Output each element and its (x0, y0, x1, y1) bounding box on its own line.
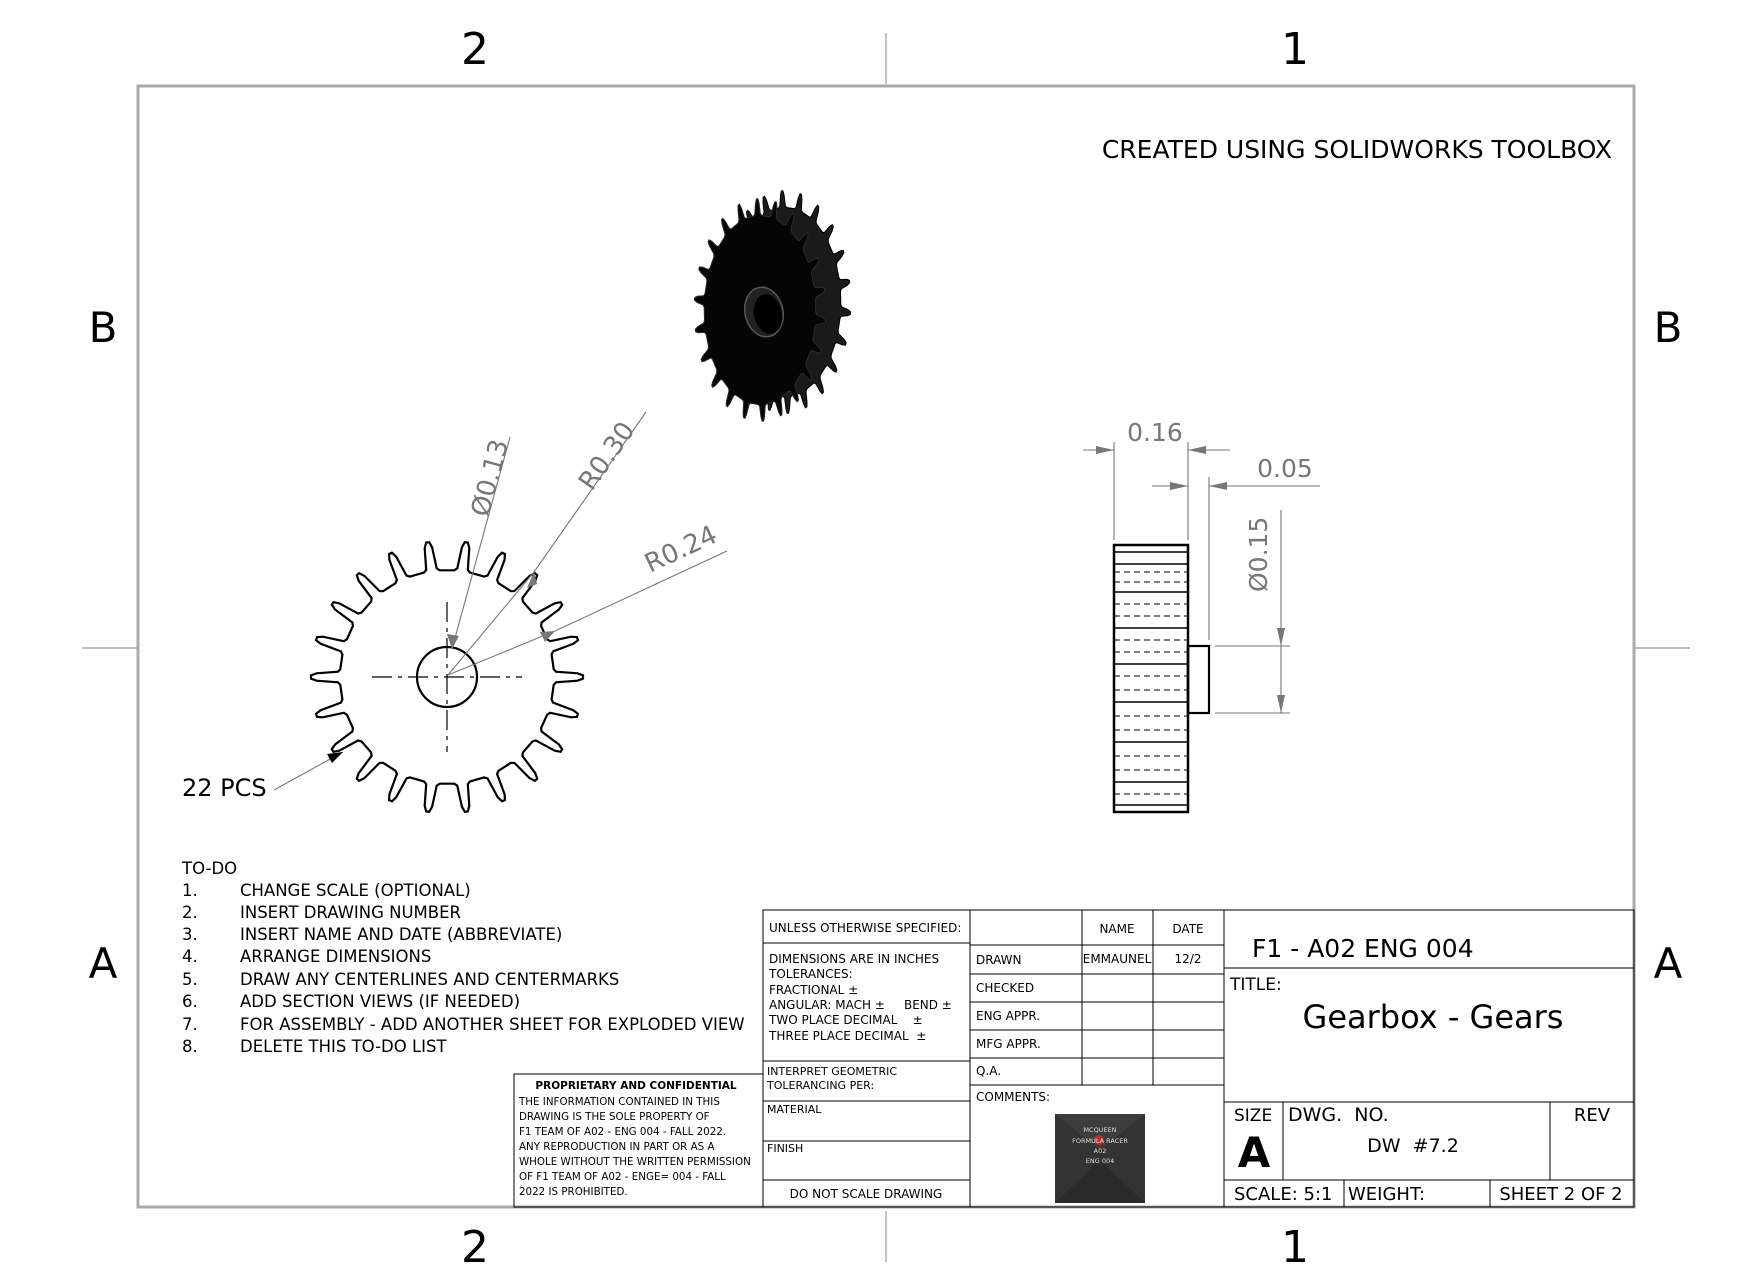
todo-text-8: DELETE THIS TO-DO LIST (240, 1037, 448, 1056)
dim-bore-diameter: Ø0.13 (466, 436, 515, 519)
dim-gear-width: 0.16 (1127, 418, 1183, 447)
tolerance-line: TWO PLACE DECIMAL ± (768, 1013, 923, 1027)
todo-num-5: 5. (182, 970, 198, 989)
isometric-gear-view (693, 190, 852, 422)
todo-text-3: INSERT NAME AND DATE (ABBREVIATE) (240, 925, 562, 944)
zone-label-right-a: A (1654, 939, 1683, 988)
todo-list: TO-DO 1. CHANGE SCALE (OPTIONAL) 2. INSE… (181, 859, 745, 1056)
approval-label-qa: Q.A. (976, 1064, 1001, 1078)
interpret-label: INTERPRET GEOMETRIC (767, 1065, 897, 1078)
zone-label-bottom-2: 2 (461, 1222, 489, 1273)
proprietary-line: ANY REPRODUCTION IN PART OR AS A (519, 1141, 715, 1153)
sheet-text: SHEET 2 OF 2 (1499, 1184, 1622, 1205)
approval-label-drawn: DRAWN (976, 953, 1022, 967)
todo-text-5: DRAW ANY CENTERLINES AND CENTERMARKS (240, 970, 619, 989)
finish-label: FINISH (767, 1142, 803, 1155)
company-name: F1 - A02 ENG 004 (1252, 934, 1474, 963)
dim-hub-length: 0.05 (1257, 454, 1313, 483)
size-label: SIZE (1234, 1106, 1272, 1126)
proprietary-line: WHOLE WITHOUT THE WRITTEN PERMISSION (519, 1156, 751, 1168)
proprietary-title: PROPRIETARY AND CONFIDENTIAL (535, 1080, 736, 1092)
todo-num-8: 8. (182, 1037, 198, 1056)
todo-text-2: INSERT DRAWING NUMBER (240, 903, 461, 922)
interpret-label: TOLERANCING PER: (766, 1079, 874, 1092)
tolerance-line: DIMENSIONS ARE IN INCHES (769, 952, 939, 966)
logo-text: A02 (1094, 1147, 1107, 1155)
material-label: MATERIAL (767, 1103, 822, 1116)
side-gear-view (1112, 543, 1211, 814)
proprietary-line: DRAWING IS THE SOLE PROPERTY OF (519, 1111, 710, 1123)
zone-label-top-2: 2 (461, 24, 489, 75)
size-value: A (1238, 1128, 1271, 1177)
todo-title: TO-DO (181, 859, 237, 878)
approvals-col-date: DATE (1172, 922, 1203, 936)
todo-num-4: 4. (182, 947, 198, 966)
tolerance-block (762, 909, 971, 1208)
proprietary-line: OF F1 TEAM OF A02 - ENGE= 004 - FALL (519, 1171, 726, 1183)
front-gear-view (309, 541, 585, 813)
drawing-title: Gearbox - Gears (1303, 998, 1564, 1036)
todo-num-2: 2. (182, 903, 198, 922)
approval-label-checked: CHECKED (976, 981, 1034, 995)
zone-label-left-b: B (89, 303, 118, 352)
proprietary-line: THE INFORMATION CONTAINED IN THIS (518, 1096, 720, 1108)
todo-num-7: 7. (182, 1015, 198, 1034)
todo-num-6: 6. (182, 992, 198, 1011)
tolerance-line: ANGULAR: MACH ± BEND ± (769, 998, 952, 1012)
rev-label: REV (1574, 1105, 1611, 1126)
team-logo: MCQUEEN FORMULA RACER A02 ENG 004 (1055, 1114, 1145, 1203)
todo-text-7: FOR ASSEMBLY - ADD ANOTHER SHEET FOR EXP… (240, 1015, 745, 1034)
dim-hub-diameter: Ø0.15 (1244, 517, 1273, 592)
dwg-no-label: DWG. NO. (1288, 1104, 1389, 1126)
logo-text: ENG 004 (1086, 1157, 1114, 1165)
title-block (1223, 909, 1635, 1208)
todo-text-4: ARRANGE DIMENSIONS (240, 947, 431, 966)
todo-text-1: CHANGE SCALE (OPTIONAL) (240, 881, 471, 900)
zone-label-left-a: A (89, 939, 118, 988)
approval-label-eng: ENG APPR. (976, 1009, 1040, 1023)
proprietary-line: F1 TEAM OF A02 - ENG 004 - FALL 2022. (519, 1126, 726, 1138)
todo-num-1: 1. (182, 881, 198, 900)
logo-text: FORMULA RACER (1072, 1137, 1128, 1145)
approval-name-drawn: EMMAUNEL (1083, 952, 1152, 966)
tolerance-line: THREE PLACE DECIMAL ± (768, 1029, 926, 1043)
header-note: CREATED USING SOLIDWORKS TOOLBOX (1102, 135, 1612, 164)
zone-label-bottom-1: 1 (1281, 1222, 1309, 1273)
scale-text: SCALE: 5:1 (1234, 1184, 1332, 1205)
todo-text-6: ADD SECTION VIEWS (IF NEEDED) (240, 992, 520, 1011)
tolerance-line: TOLERANCES: (768, 967, 853, 981)
proprietary-box: PROPRIETARY AND CONFIDENTIAL THE INFORMA… (513, 1073, 764, 1208)
no-scale-note: DO NOT SCALE DRAWING (790, 1187, 943, 1201)
front-view-dimensions (273, 411, 728, 791)
logo-text: MCQUEEN (1083, 1126, 1116, 1134)
comments-label: COMMENTS: (976, 1090, 1050, 1104)
dwg-no-value: DW #7.2 (1367, 1135, 1459, 1157)
zone-label-top-1: 1 (1281, 24, 1309, 75)
approval-label-mfg: MFG APPR. (976, 1037, 1041, 1051)
tolerance-line: FRACTIONAL ± (769, 983, 858, 997)
weight-text: WEIGHT: (1348, 1184, 1425, 1205)
tolerance-header: UNLESS OTHERWISE SPECIFIED: (769, 921, 961, 935)
qty-note: 22 PCS (182, 774, 267, 802)
zone-label-right-b: B (1654, 303, 1683, 352)
title-label: TITLE: (1229, 975, 1282, 995)
approvals-col-name: NAME (1099, 922, 1134, 936)
dim-root-radius: R0.24 (640, 520, 722, 579)
proprietary-line: 2022 IS PROHIBITED. (519, 1186, 628, 1198)
todo-num-3: 3. (182, 925, 198, 944)
approval-date-drawn: 12/2 (1175, 952, 1202, 966)
dim-outer-radius: R0.30 (573, 417, 641, 496)
